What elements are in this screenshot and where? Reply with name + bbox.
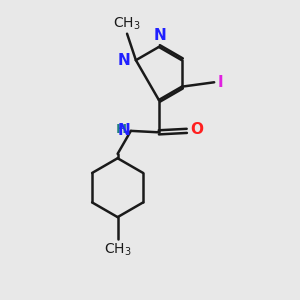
Text: O: O [190, 122, 203, 137]
Text: N: N [154, 28, 167, 43]
Text: N: N [118, 123, 130, 138]
Text: H: H [116, 123, 127, 136]
Text: CH$_3$: CH$_3$ [113, 15, 141, 32]
Text: I: I [218, 75, 223, 90]
Text: CH$_3$: CH$_3$ [104, 242, 131, 258]
Text: N: N [118, 53, 130, 68]
